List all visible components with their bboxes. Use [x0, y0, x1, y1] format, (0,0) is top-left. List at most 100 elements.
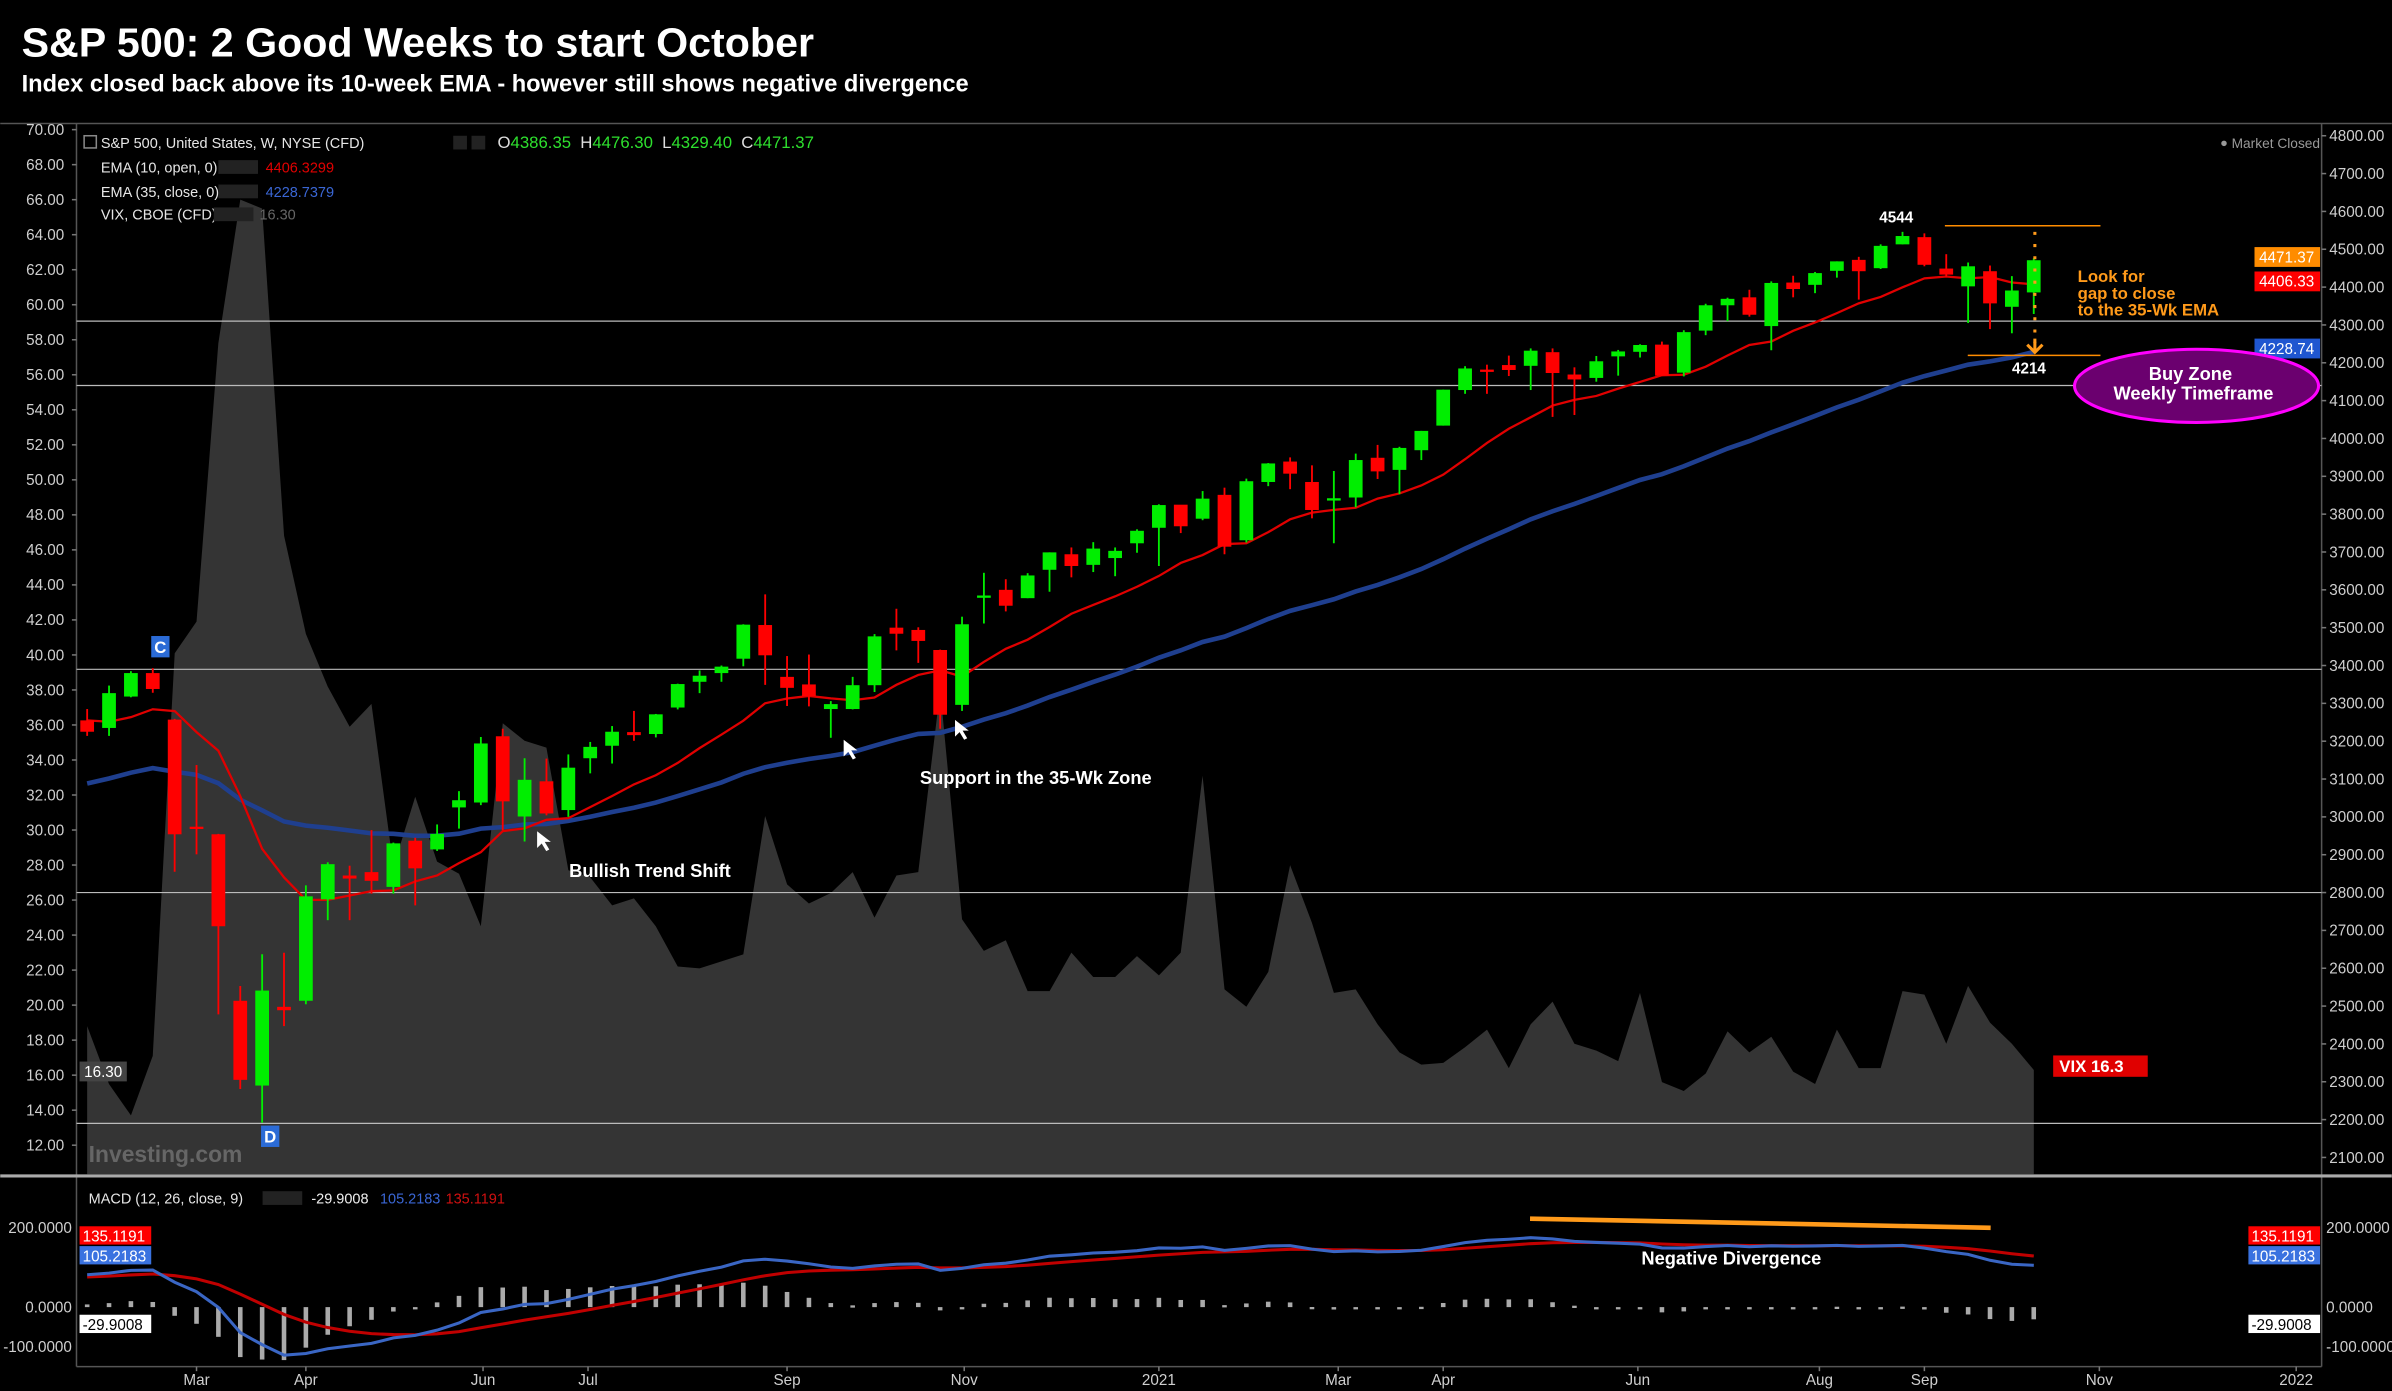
- candle-body: [1917, 237, 1932, 265]
- candle-body: [1873, 245, 1888, 269]
- candle-body: [561, 767, 576, 811]
- c-marker: [151, 636, 170, 658]
- ema10-price-tag: [2254, 271, 2321, 292]
- ema35-controls[interactable]: [218, 184, 258, 199]
- vix-tag-text: 16.30: [84, 1064, 122, 1081]
- price-tick-label: 2500.00: [2329, 998, 2384, 1015]
- candle-body: [145, 673, 160, 689]
- ema10-controls[interactable]: [218, 160, 258, 174]
- candle-body: [1108, 550, 1122, 559]
- candle-body: [102, 693, 116, 728]
- candle-body: [736, 624, 751, 659]
- vix-tick-label: 52.00: [26, 437, 64, 454]
- macd-signal-tag-right: [2248, 1226, 2321, 1245]
- ema10-line: [87, 275, 2034, 902]
- macd-histogram-bar: [697, 1284, 702, 1308]
- x-tick-label: Aug: [1806, 1372, 1833, 1389]
- macd-histogram-bar: [959, 1307, 965, 1310]
- annotations: C D 4544 4214 Look for gap to close to t…: [89, 210, 2321, 1268]
- candle-body: [802, 684, 816, 697]
- macd-line-tag-left-text: 105.2183: [83, 1248, 147, 1265]
- candle-body: [1458, 368, 1472, 391]
- ema10-legend[interactable]: EMA (10, open, 0): [101, 160, 218, 176]
- macd-histogram-bar: [1025, 1300, 1030, 1308]
- candle-body: [955, 624, 969, 705]
- bullish-trend-note: Bullish Trend Shift: [569, 860, 731, 881]
- cursor-arrow-icon: [955, 719, 969, 740]
- macd-histogram-bar: [1659, 1307, 1665, 1313]
- macd-histogram-bar: [1178, 1299, 1184, 1308]
- macd-histogram-bar: [194, 1307, 199, 1324]
- ema35-value: 4228.7379: [266, 185, 334, 201]
- vix-tick-label: 34.00: [26, 752, 64, 769]
- close-price-tag-text: 4471.37: [2259, 249, 2314, 266]
- candle-body: [1195, 498, 1210, 519]
- macd-legend[interactable]: MACD (12, 26, close, 9): [89, 1191, 243, 1207]
- price-tick-label: 4400.00: [2329, 279, 2384, 296]
- price-tags: 4471.37 4406.33 4228.74 16.30 135.1191 1…: [79, 247, 2321, 1334]
- price-tick-label: 4500.00: [2329, 242, 2384, 259]
- macd-histogram-bar: [1244, 1303, 1249, 1308]
- vix-tick-label: 64.00: [26, 227, 64, 244]
- macd-controls[interactable]: [262, 1191, 303, 1205]
- candle-body: [1217, 494, 1232, 547]
- candle-body: [1086, 548, 1101, 565]
- vix-tick-label: 50.00: [26, 472, 64, 489]
- macd-histogram-bar: [894, 1302, 899, 1308]
- x-tick-label: Jul: [578, 1372, 597, 1389]
- vix-tick-label: 40.00: [26, 647, 64, 664]
- macd-histogram-bar: [1528, 1299, 1533, 1308]
- macd-histogram-bar: [1812, 1307, 1818, 1310]
- price-tick-label: 2300.00: [2329, 1074, 2384, 1091]
- vix-badge: [2053, 1055, 2148, 1077]
- macd-histogram-bar: [1353, 1307, 1359, 1310]
- c-marker-label: C: [154, 638, 166, 657]
- vix-tick-label: 24.00: [26, 927, 64, 944]
- candle-body: [495, 736, 510, 802]
- macd-histogram-bar: [1594, 1307, 1599, 1310]
- macd-histogram-bar: [128, 1301, 134, 1308]
- macd-histogram-bar: [872, 1303, 877, 1308]
- buy-zone-line2: Weekly Timeframe: [2113, 383, 2273, 404]
- candle-body: [823, 704, 838, 710]
- macd-histogram-bar: [1965, 1307, 1971, 1315]
- price-tick-label: 4700.00: [2329, 166, 2384, 183]
- x-tick-label: 2022: [2279, 1372, 2313, 1389]
- gap-note-line2: gap to close: [2078, 284, 2176, 303]
- macd-histogram-bar: [806, 1297, 812, 1308]
- ema35-line: [86, 349, 2035, 839]
- candle-body: [1239, 481, 1254, 541]
- price-tick-label: 4200.00: [2329, 355, 2384, 372]
- cursor-arrow-icon: [537, 831, 551, 852]
- gear-icon[interactable]: [471, 135, 486, 150]
- vix-badge-text: VIX 16.3: [2059, 1057, 2123, 1076]
- divergence-line: [1529, 1216, 1991, 1231]
- candle-body: [998, 589, 1013, 606]
- vix-legend[interactable]: VIX, CBOE (CFD): [101, 208, 217, 224]
- candle-body: [1633, 345, 1647, 352]
- candle-body: [1152, 505, 1166, 528]
- candle-body: [867, 636, 882, 686]
- vix-tick-label: 44.00: [26, 577, 64, 594]
- collapse-icon[interactable]: [83, 134, 98, 149]
- vix-controls[interactable]: [213, 207, 254, 222]
- main-legend: S&P 500, United States, W, NYSE (CFD) O4…: [83, 133, 2320, 1207]
- eye-icon[interactable]: [453, 135, 467, 150]
- macd-histogram-bar: [981, 1303, 987, 1308]
- symbol-label[interactable]: S&P 500, United States, W, NYSE (CFD): [101, 136, 364, 152]
- candle-body: [911, 629, 926, 641]
- ema10-value: 4406.3299: [266, 160, 334, 176]
- page-title: S&P 500: 2 Good Weeks to start October: [22, 19, 814, 65]
- ema35-legend[interactable]: EMA (35, close, 0): [101, 185, 219, 201]
- macd-histogram-bar: [1768, 1307, 1774, 1310]
- macd-histogram-bar: [631, 1286, 637, 1308]
- macd-histogram-bar: [259, 1307, 265, 1360]
- macd-tick-label: 0.0000: [25, 1299, 72, 1316]
- macd-histogram-bar: [2009, 1307, 2015, 1321]
- candle-body: [1545, 352, 1560, 374]
- macd-histogram-bar: [1003, 1302, 1009, 1308]
- high-label: 4544: [1879, 210, 1913, 227]
- macd-histogram-bar: [1550, 1302, 1555, 1308]
- candle-body: [1436, 389, 1451, 426]
- candle-body: [1983, 271, 1997, 304]
